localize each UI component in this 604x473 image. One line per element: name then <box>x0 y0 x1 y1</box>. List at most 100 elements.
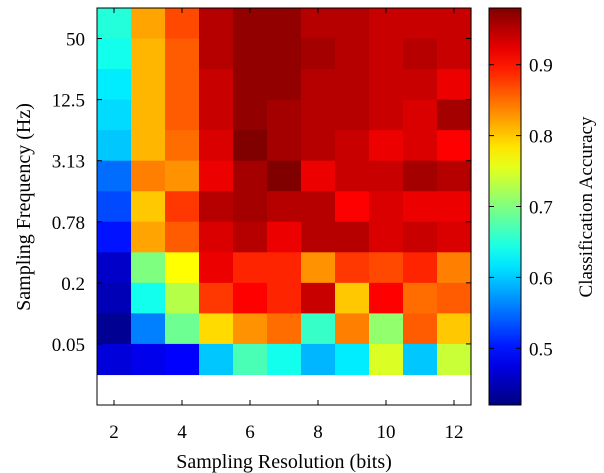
heatmap-cell <box>165 160 200 192</box>
heatmap-cell <box>131 313 166 345</box>
heatmap-cell <box>437 282 472 314</box>
heatmap-cell <box>301 69 336 101</box>
heatmap-cell <box>301 343 336 376</box>
heatmap-cell <box>97 252 132 284</box>
heatmap-cell <box>97 8 132 40</box>
heatmap-cell <box>369 282 404 314</box>
heatmap-cell <box>199 313 234 345</box>
heatmap-cell <box>131 160 166 192</box>
heatmap-cell <box>369 160 404 192</box>
y-tick-label: 50 <box>66 30 85 51</box>
heatmap-cell <box>97 38 132 70</box>
heatmap-cell <box>437 313 472 345</box>
heatmap-cell <box>233 8 268 40</box>
heatmap-cell <box>437 343 472 376</box>
y-tick-label: 0.78 <box>52 213 85 234</box>
heatmap-cell <box>267 313 302 345</box>
heatmap-cell <box>267 8 302 40</box>
colorbar-tick-label: 0.7 <box>529 198 553 219</box>
x-axis-ticks: 2 4 6 8 10 12 <box>109 8 464 443</box>
heatmap-cell <box>301 38 336 70</box>
heatmap-cell <box>437 69 472 101</box>
heatmap-cell <box>335 282 370 314</box>
heatmap-cell <box>233 69 268 101</box>
heatmap-cell <box>301 221 336 253</box>
heatmap-cell <box>233 160 268 192</box>
heatmap-cell <box>301 313 336 345</box>
heatmap-cell <box>403 8 438 40</box>
heatmap-cell <box>131 252 166 284</box>
heatmap-cell <box>97 343 132 376</box>
x-tick-label: 6 <box>245 422 255 443</box>
heatmap-cell <box>131 8 166 40</box>
heatmap-cell <box>165 313 200 345</box>
heatmap-cell <box>437 38 472 70</box>
heatmap-cell <box>97 221 132 253</box>
heatmap-cell <box>403 343 438 376</box>
heatmap-cell <box>233 282 268 314</box>
colorbar-tick-label: 0.8 <box>529 127 553 148</box>
x-tick-label: 10 <box>377 422 396 443</box>
heatmap-cell <box>199 191 234 223</box>
y-tick-label: 0.2 <box>61 274 85 295</box>
heatmap-cell <box>131 69 166 101</box>
heatmap-cell <box>97 69 132 101</box>
x-tick-label: 8 <box>313 422 323 443</box>
heatmap-cell <box>369 343 404 376</box>
heatmap-cell <box>165 252 200 284</box>
heatmap-cell <box>437 252 472 284</box>
heatmap-cell <box>97 191 132 223</box>
plot-frame <box>96 7 472 406</box>
heatmap-cell <box>199 130 234 162</box>
heatmap-cell <box>403 99 438 131</box>
heatmap-cell <box>335 252 370 284</box>
heatmap-cell <box>437 99 472 131</box>
heatmap-cell <box>403 38 438 70</box>
heatmap-cell <box>267 69 302 101</box>
heatmap-cell <box>403 252 438 284</box>
heatmap-cell <box>301 191 336 223</box>
heatmap-cell <box>267 130 302 162</box>
heatmap-cell <box>301 252 336 284</box>
heatmap-cell <box>165 99 200 131</box>
heatmap-cell <box>165 130 200 162</box>
heatmap-cell <box>369 313 404 345</box>
x-tick-label: 2 <box>109 422 119 443</box>
heatmap-cell <box>437 221 472 253</box>
colorbar-tick-label: 0.9 <box>529 56 553 77</box>
heatmap-cell <box>267 282 302 314</box>
heatmap-cell <box>233 343 268 376</box>
heatmap-cell <box>131 99 166 131</box>
heatmap-cell <box>199 38 234 70</box>
colorbar-tick-label: 0.6 <box>529 268 553 289</box>
heatmap-cell <box>233 130 268 162</box>
heatmap-cell <box>97 130 132 162</box>
heatmap-cell <box>165 221 200 253</box>
heatmap-cell <box>403 130 438 162</box>
colorbar <box>488 7 522 406</box>
heatmap-cell <box>199 160 234 192</box>
heatmap-cell <box>165 282 200 314</box>
heatmap-cell <box>199 252 234 284</box>
heatmap-cell <box>369 191 404 223</box>
heatmap-cell <box>335 69 370 101</box>
heatmap-cell <box>403 69 438 101</box>
heatmap-cell <box>131 130 166 162</box>
x-tick-label: 12 <box>445 422 464 443</box>
colorbar-title: Classification Accuracy <box>576 116 597 297</box>
heatmap-cell <box>131 191 166 223</box>
heatmap-cell <box>165 343 200 376</box>
heatmap-cell <box>335 221 370 253</box>
heatmap-cells <box>97 8 472 376</box>
heatmap-cell <box>233 252 268 284</box>
heatmap-cell <box>301 160 336 192</box>
heatmap-cell <box>301 282 336 314</box>
heatmap-cell <box>131 38 166 70</box>
y-tick-label: 0.05 <box>52 335 85 356</box>
heatmap-cell <box>199 8 234 40</box>
heatmap-cell <box>369 99 404 131</box>
heatmap-cell <box>403 221 438 253</box>
heatmap-cell <box>267 160 302 192</box>
heatmap-cell <box>403 313 438 345</box>
heatmap-cell <box>335 343 370 376</box>
